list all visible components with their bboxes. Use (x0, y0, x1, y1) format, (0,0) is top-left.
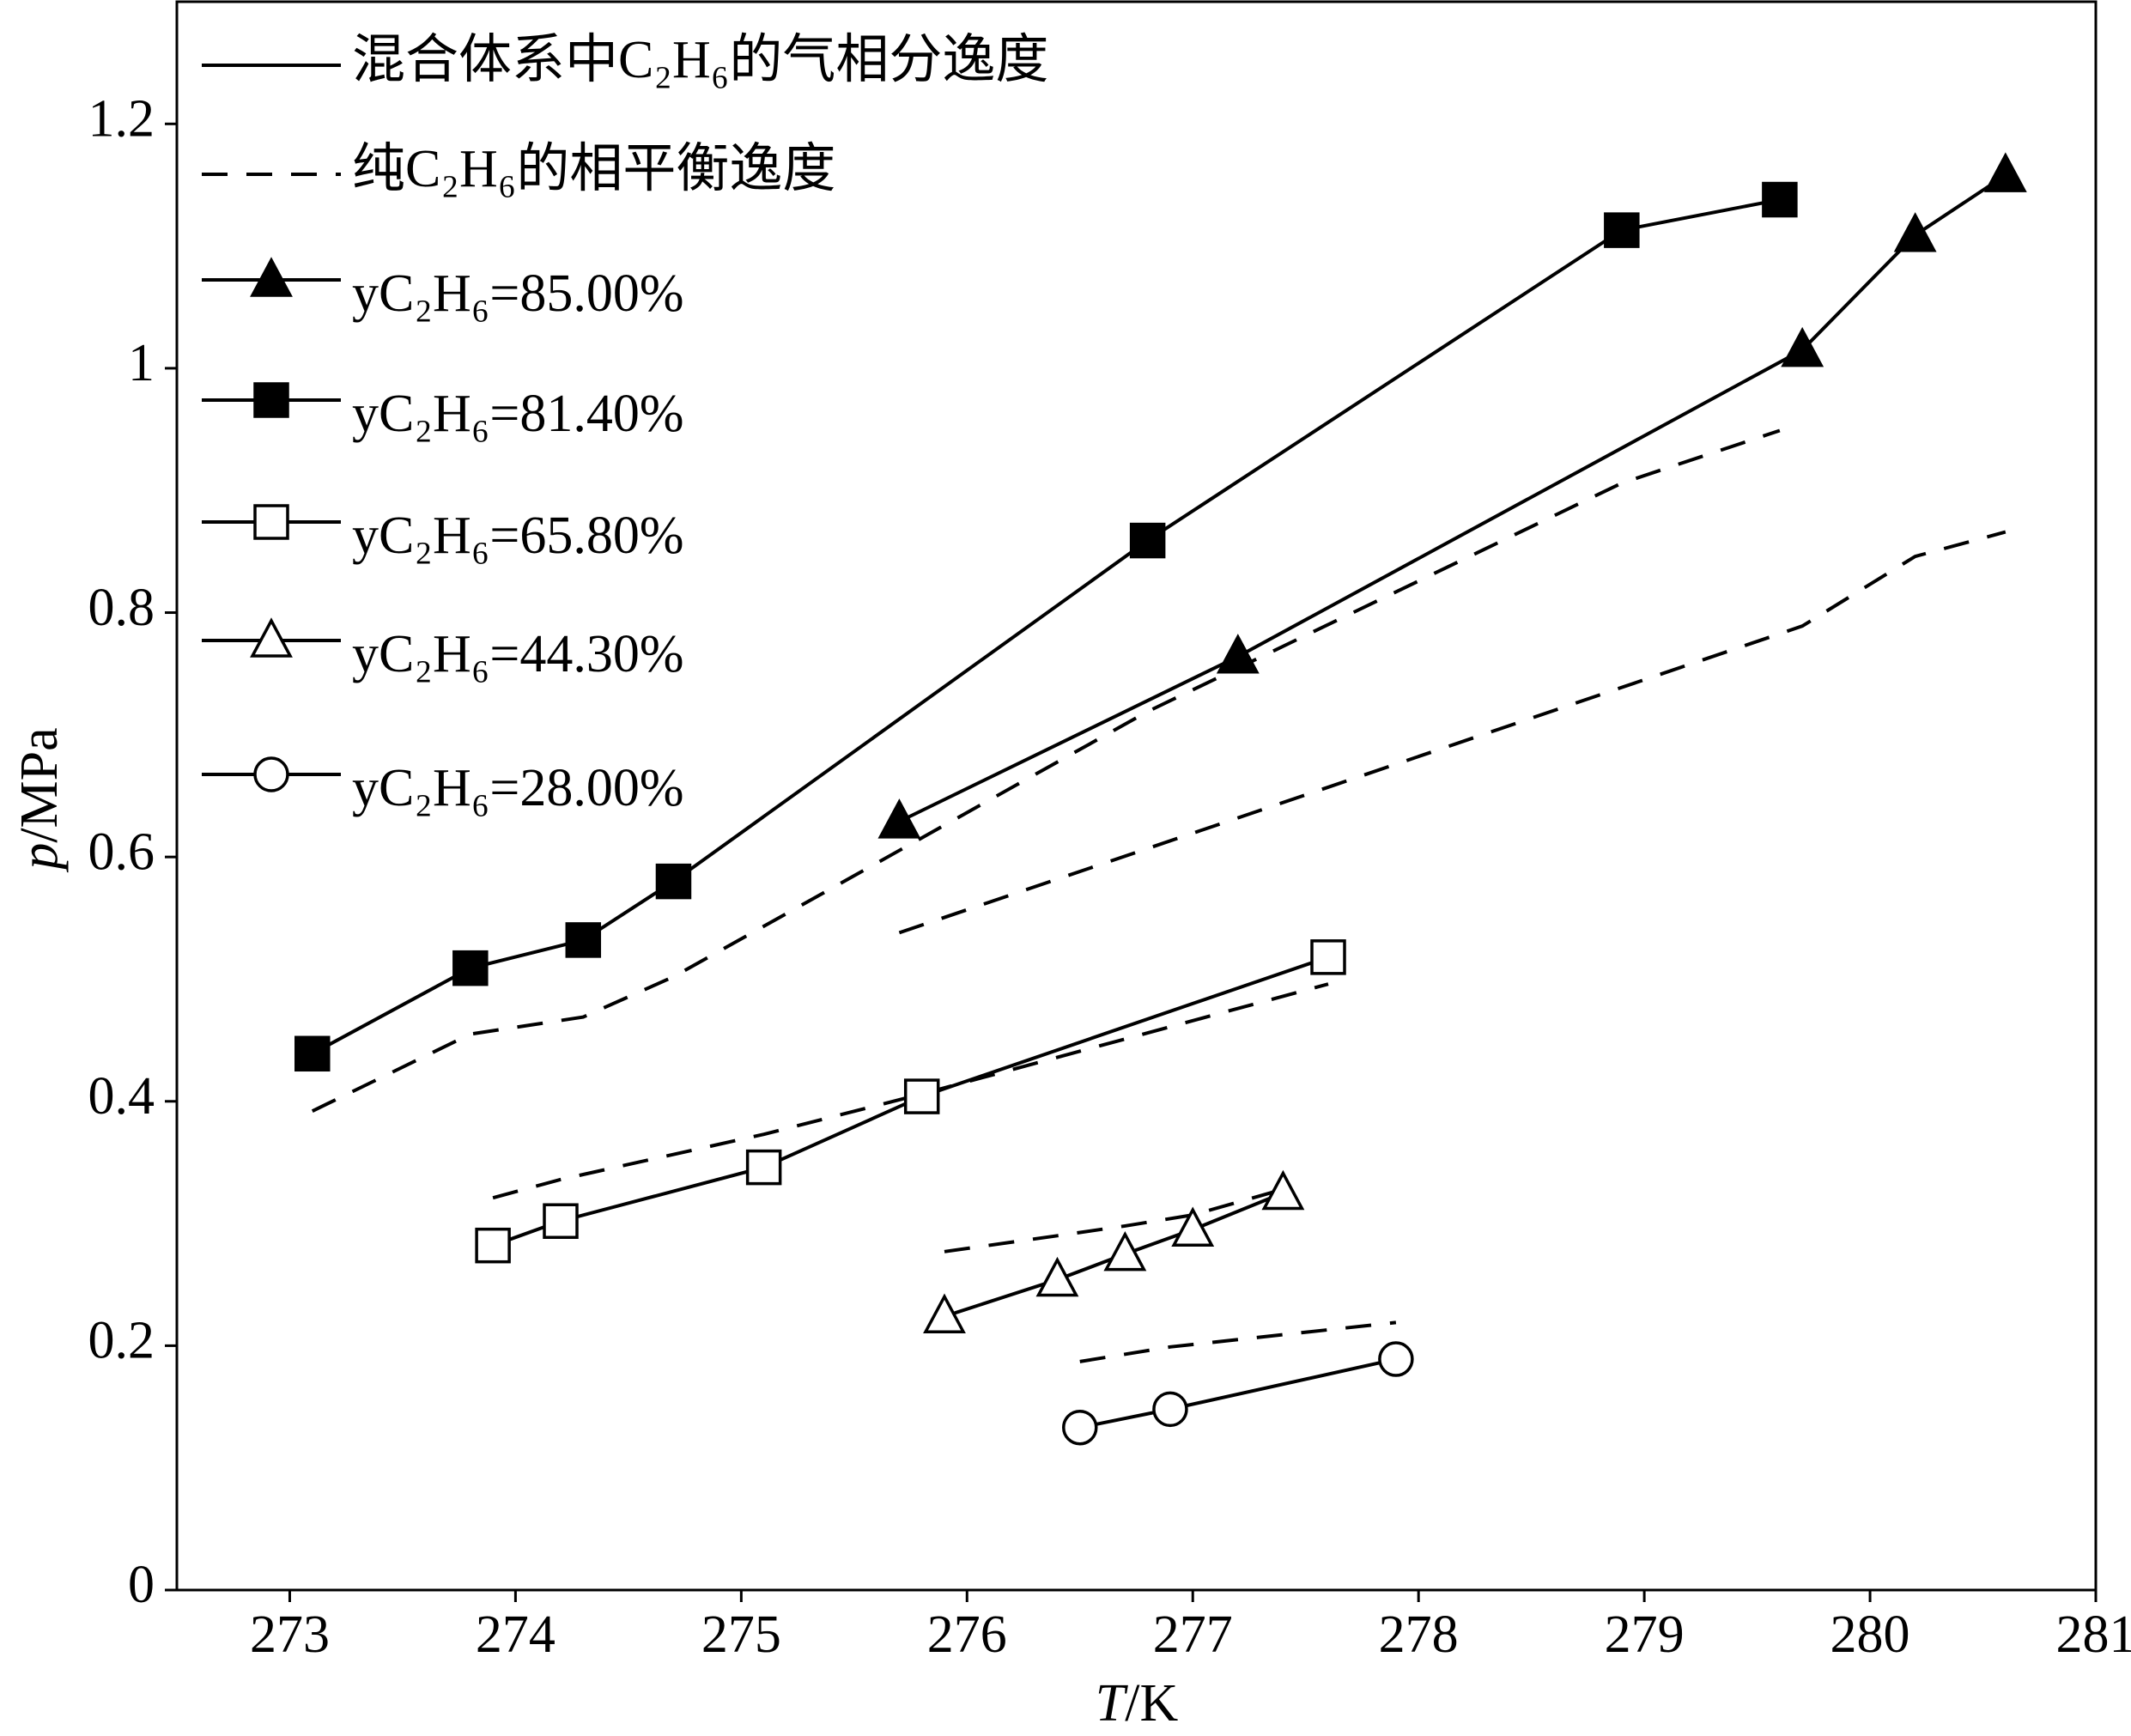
marker (1152, 1391, 1188, 1428)
marker (1261, 1169, 1305, 1211)
marker (655, 863, 692, 900)
marker (923, 1293, 966, 1333)
marker (1171, 1206, 1215, 1247)
marker (475, 1227, 511, 1264)
marker (1103, 1230, 1147, 1272)
x-tick-label: 274 (476, 1605, 556, 1664)
marker (877, 798, 921, 839)
y-tick-label: 0.8 (88, 579, 155, 637)
marker (1893, 212, 1937, 252)
y-tick-label: 0.6 (88, 822, 155, 881)
series-line (1079, 1357, 1397, 1429)
marker (745, 1149, 782, 1186)
marker (1310, 939, 1346, 975)
x-tick-label: 273 (250, 1605, 330, 1664)
legend-label: yC₂H₆=28.00% (352, 759, 683, 817)
legend-label: yC₂H₆=85.00% (352, 264, 683, 323)
legend-label: yC₂H₆=81.40% (352, 385, 683, 443)
marker (250, 617, 293, 658)
reference-line (944, 1187, 1284, 1253)
legend-label: 混合体系中C₂H₆的气相分逸度 (352, 31, 1048, 89)
marker (1062, 1409, 1098, 1446)
x-axis-label: T/K (1096, 1674, 1179, 1733)
marker (1762, 181, 1798, 218)
marker (543, 1203, 579, 1239)
marker (253, 382, 289, 418)
y-tick-label: 0.2 (88, 1312, 155, 1370)
x-tick-label: 280 (1830, 1605, 1910, 1664)
x-tick-label: 281 (2056, 1605, 2131, 1664)
reference-line (492, 982, 1329, 1200)
series-line (898, 173, 2007, 823)
y-tick-label: 1.2 (88, 90, 155, 149)
marker (565, 922, 602, 958)
marker (1035, 1256, 1079, 1297)
marker (253, 756, 289, 792)
marker (452, 950, 489, 986)
legend-label: 纯C₂H₆的相平衡逸度 (352, 140, 835, 198)
reference-line (1079, 1320, 1397, 1363)
x-tick-label: 279 (1605, 1605, 1685, 1664)
x-tick-label: 276 (927, 1605, 1007, 1664)
marker (1378, 1341, 1414, 1377)
marker (1604, 212, 1640, 248)
y-axis-label: p/MPa (10, 727, 69, 872)
x-tick-label: 275 (701, 1605, 781, 1664)
x-tick-label: 278 (1379, 1605, 1459, 1664)
y-tick-label: 0.4 (88, 1067, 155, 1126)
marker (250, 257, 293, 297)
reference-line (898, 530, 2007, 935)
marker (294, 1035, 331, 1072)
x-tick-label: 277 (1153, 1605, 1233, 1664)
marker (903, 1078, 940, 1114)
plot-frame (175, 0, 2098, 1592)
y-tick-label: 0 (128, 1556, 155, 1614)
marker (253, 504, 289, 540)
legend-label: yC₂H₆=44.30% (352, 625, 683, 683)
marker (1129, 522, 1166, 559)
legend-label: yC₂H₆=65.80% (352, 507, 683, 565)
marker (1983, 152, 2027, 192)
y-tick-label: 1 (128, 334, 155, 392)
marker (1781, 326, 1824, 367)
